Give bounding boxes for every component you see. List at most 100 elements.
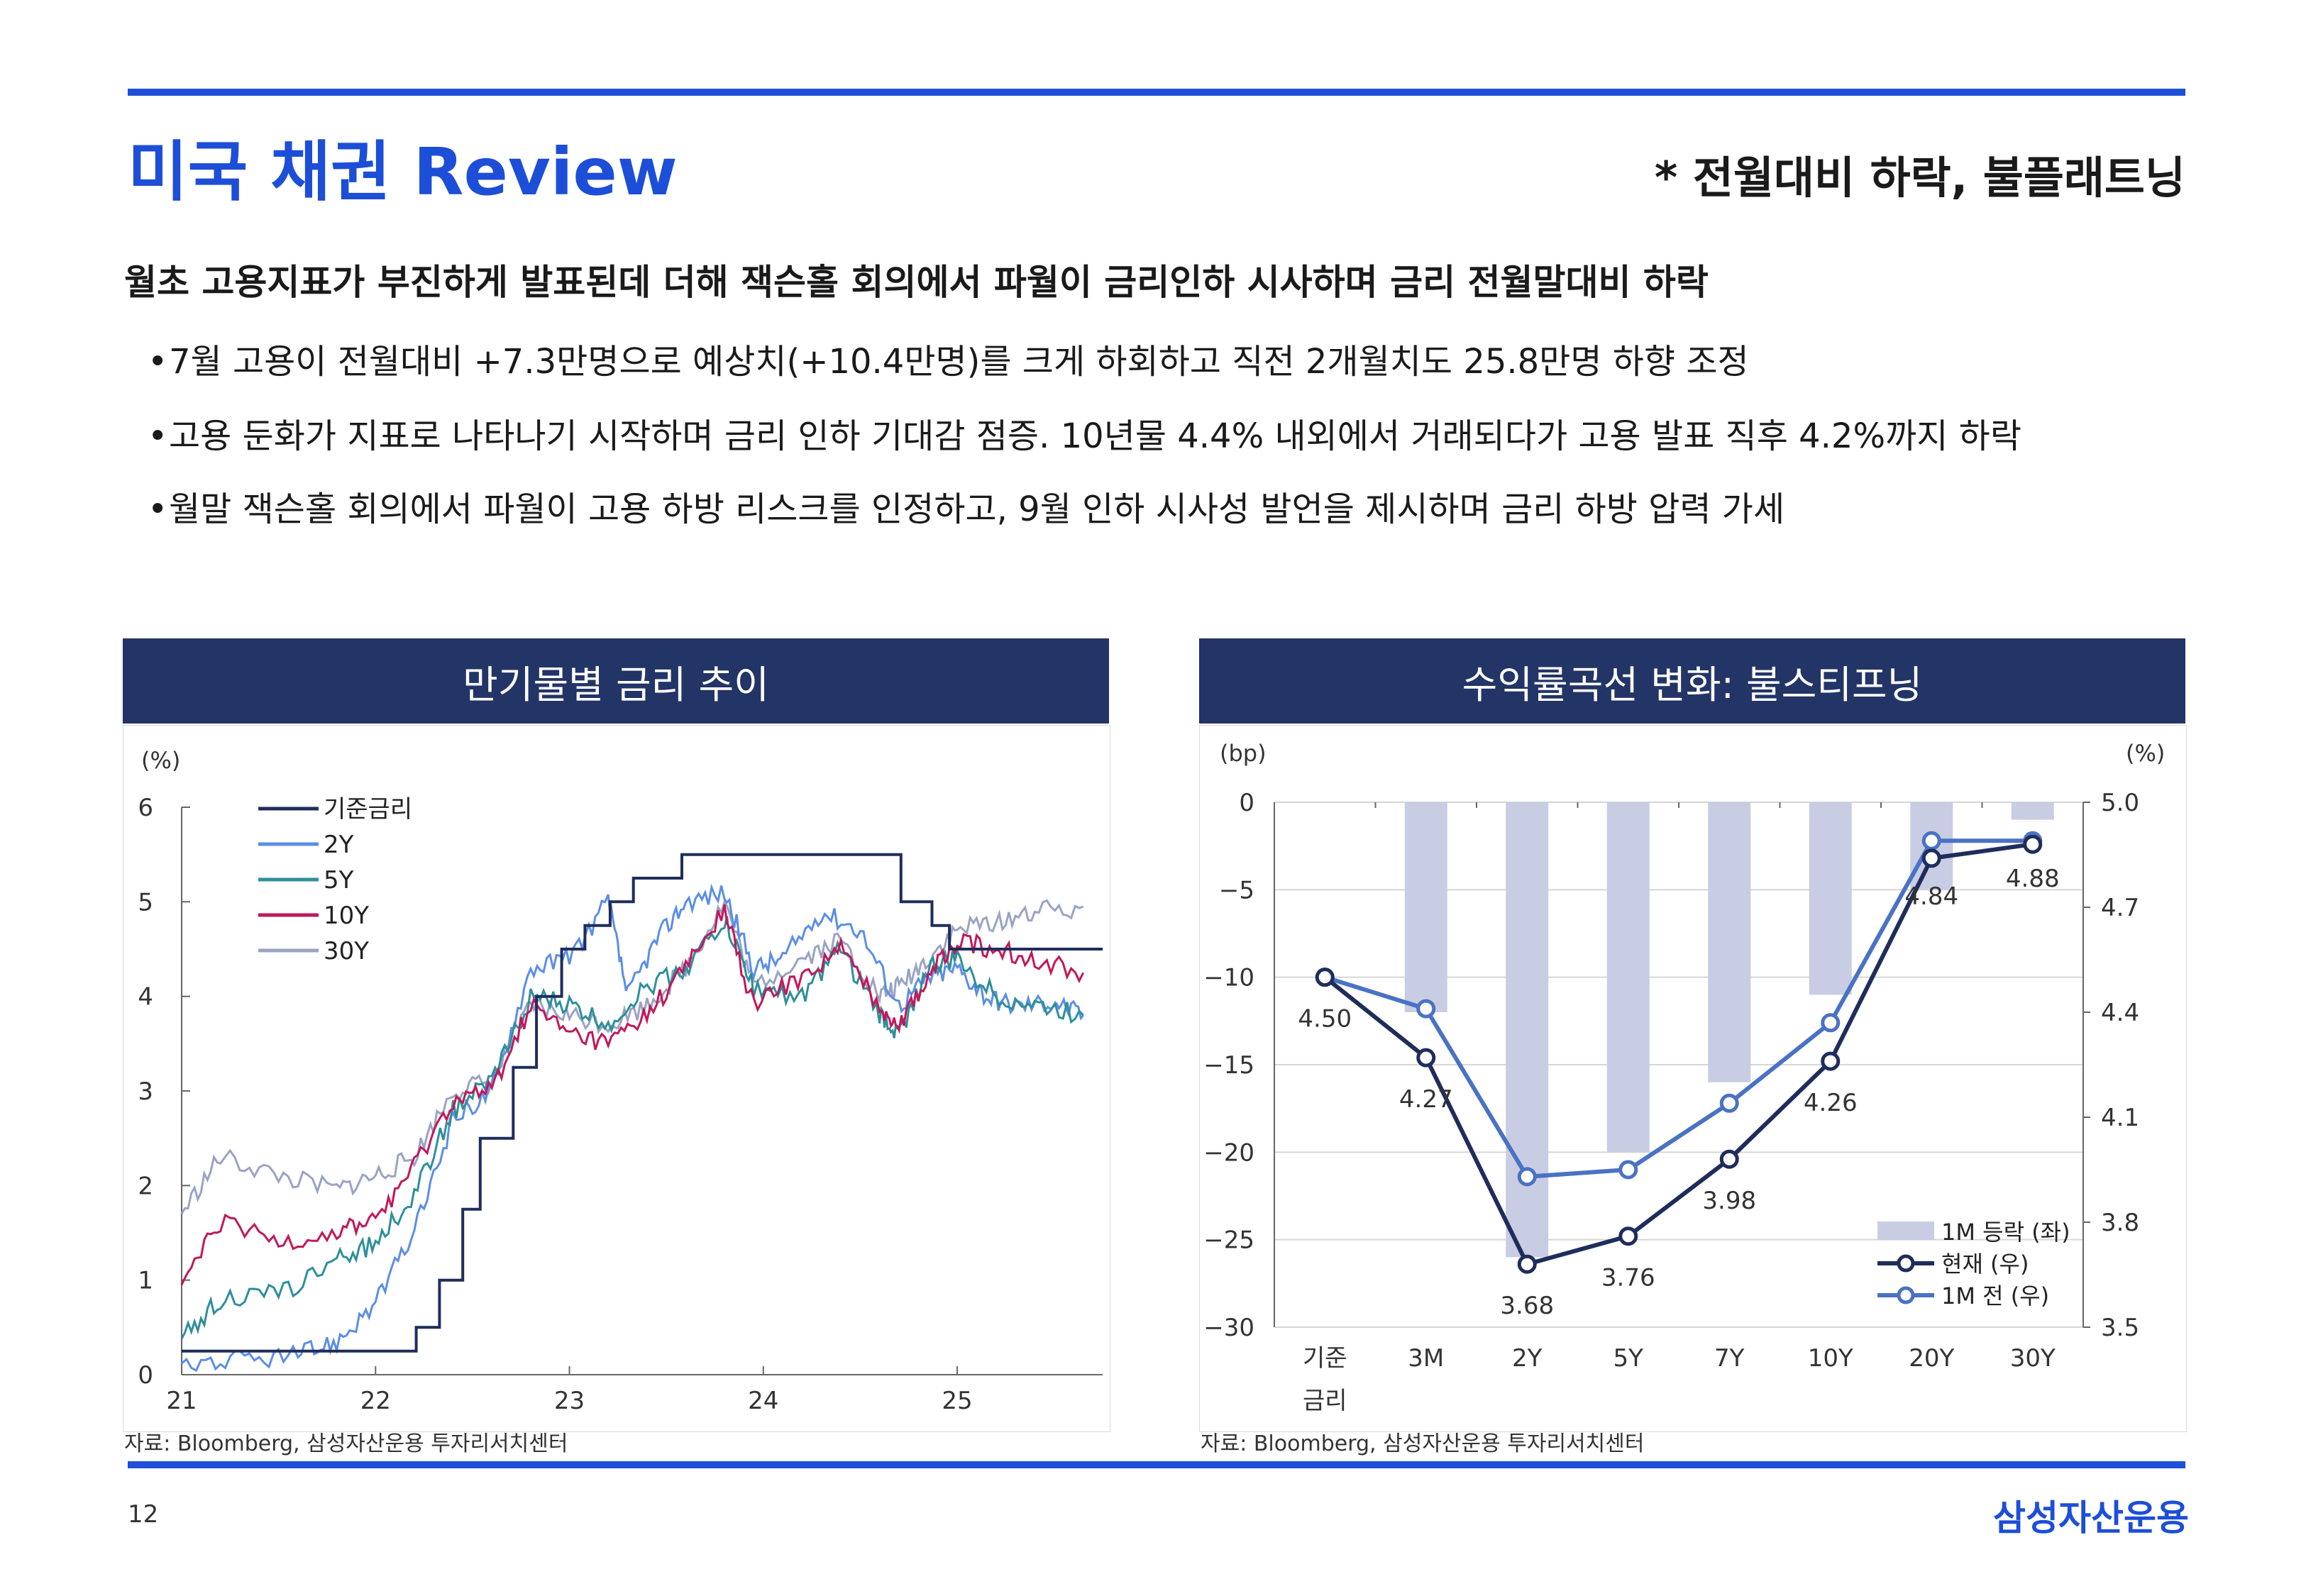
right-tick-label: 3.5 (2101, 1314, 2139, 1342)
marker-현재 (우) (1719, 1149, 1739, 1169)
legend-swatch-marker (1897, 1286, 1915, 1304)
left-tick-label: 0 (1239, 789, 1254, 817)
left-source-note: 자료: Bloomberg, 삼성자산운용 투자리서치센터 (124, 1431, 568, 1456)
bullet-item: •고용 둔화가 지표로 나타나기 시작하며 금리 인하 기대감 점증. 10년물… (148, 408, 2021, 458)
legend-label: 2Y (324, 831, 354, 859)
left-panel-header: 만기물별 금리 추이 (123, 638, 1109, 724)
bullet-marker: • (148, 342, 168, 382)
marker-1M 전 (우) (1719, 1093, 1739, 1113)
legend-swatch-bar (1877, 1221, 1934, 1240)
right-tick-label: 5.0 (2101, 789, 2139, 817)
y-tick-label: 4 (138, 983, 153, 1012)
right-tick-label: 4.4 (2101, 999, 2139, 1027)
x-tick-label: 23 (554, 1387, 585, 1415)
bullet-item: •월말 잭슨홀 회의에서 파월이 고용 하방 리스크를 인정하고, 9월 인하 … (148, 481, 1784, 531)
marker-1M 전 (우) (1517, 1167, 1537, 1187)
left-axis-unit: (bp) (1220, 740, 1267, 767)
x-category-label: 3M (1408, 1344, 1444, 1373)
series-line-기준금리 (182, 853, 1103, 1353)
data-label: 4.27 (1399, 1085, 1453, 1114)
marker-현재 (우) (1416, 1048, 1436, 1068)
x-tick-label: 24 (748, 1387, 778, 1415)
right-tick-label: 4.1 (2101, 1104, 2139, 1132)
left-chart-box: (%) 0 1 2 3 4 5 6 21 22 23 24 25 기준금리 2Y 5Y 10Y 30Y (123, 725, 1110, 1432)
brand-logo: 삼성자산운용 (1993, 1497, 2189, 1539)
x-tick-label: 21 (166, 1387, 197, 1415)
legend-label: 10Y (324, 902, 369, 930)
y-tick-label: 2 (138, 1172, 153, 1200)
left-tick-label: −15 (1203, 1051, 1254, 1080)
y-tick-label: 5 (138, 888, 153, 916)
top-rule (128, 89, 2185, 96)
x-category-label: 기준 (1303, 1344, 1347, 1373)
legend-label: 30Y (324, 937, 369, 965)
bullet-marker: • (148, 489, 168, 529)
bar-5Y (1606, 802, 1650, 1153)
headline: 월초 고용지표가 부진하게 발표된데 더해 잭슨홀 회의에서 파월이 금리인하 … (124, 262, 1709, 303)
series-line-30Y (180, 899, 1084, 1215)
left-tick-label: −30 (1203, 1314, 1254, 1342)
marker-1M 전 (우) (1921, 831, 1941, 850)
x-category-label: 7Y (1714, 1344, 1745, 1373)
page-subtitle: * 전월대비 하락, 불플래트닝 (1654, 152, 2185, 204)
left-tick-label: −5 (1219, 876, 1254, 904)
data-label: 3.68 (1500, 1292, 1554, 1320)
y-tick-label: 3 (138, 1077, 153, 1106)
legend-label: 기준금리 (324, 795, 412, 824)
data-label: 3.98 (1702, 1187, 1756, 1215)
data-label: 3.76 (1601, 1264, 1655, 1292)
y-axis-unit: (%) (141, 747, 180, 774)
series-line-현재 (우) (1323, 842, 2034, 1267)
marker-1M 전 (우) (1618, 1160, 1638, 1180)
x-tick-label: 22 (360, 1387, 391, 1415)
y-tick-label: 1 (138, 1267, 153, 1295)
data-label: 4.88 (2006, 865, 2060, 893)
legend-label: 1M 전 (우) (1941, 1282, 2049, 1309)
right-panel-header: 수익률곡선 변화: 불스티프닝 (1199, 638, 2185, 724)
left-tick-label: −10 (1203, 964, 1254, 992)
page-title: 미국 채권 Review (128, 134, 678, 210)
legend-label: 1M 등락 (좌) (1941, 1219, 2070, 1246)
bottom-rule (128, 1461, 2185, 1468)
legend-label: 5Y (324, 866, 354, 894)
bullet-text: 고용 둔화가 지표로 나타나기 시작하며 금리 인하 기대감 점증. 10년물 … (169, 416, 2021, 456)
data-label: 4.50 (1298, 1005, 1352, 1033)
left-tick-label: −20 (1203, 1138, 1254, 1167)
marker-현재 (우) (1517, 1254, 1537, 1274)
page-number: 12 (128, 1500, 159, 1529)
y-tick-label: 0 (138, 1361, 153, 1390)
marker-현재 (우) (2023, 834, 2043, 854)
y-tick-label: 6 (138, 794, 153, 822)
legend-label: 현재 (우) (1941, 1251, 2029, 1278)
yield-curve-chart: (bp) (%) 0 −5 −10 −15 −20 −25 −30 5.0 4.7 4.4 4.1 3.8… (1203, 740, 2165, 1415)
bar-2Y (1506, 802, 1549, 1258)
bar-3M (1404, 802, 1447, 1012)
marker-현재 (우) (1821, 1051, 1841, 1071)
bar-30Y (2011, 802, 2054, 820)
right-axis-unit: (%) (2126, 740, 2165, 767)
marker-현재 (우) (1921, 848, 1941, 868)
bar-7Y (1708, 802, 1751, 1082)
x-category-label: 30Y (2010, 1344, 2056, 1373)
data-label: 4.26 (1804, 1089, 1858, 1117)
x-category-label: 2Y (1512, 1344, 1543, 1373)
series-line-5Y (180, 916, 1084, 1340)
right-tick-label: 3.8 (2101, 1209, 2139, 1237)
bullet-marker: • (148, 416, 168, 456)
marker-1M 전 (우) (1416, 999, 1436, 1019)
marker-현재 (우) (1315, 968, 1335, 987)
x-tick-label: 25 (942, 1387, 972, 1415)
series-line-10Y (180, 904, 1085, 1285)
data-label: 4.84 (1904, 882, 1958, 911)
x-category-label: 10Y (1808, 1344, 1853, 1373)
x-category-label: 5Y (1613, 1344, 1644, 1373)
marker-1M 전 (우) (1821, 1013, 1841, 1033)
right-tick-label: 4.7 (2101, 894, 2139, 922)
bullet-text: 월말 잭슨홀 회의에서 파월이 고용 하방 리스크를 인정하고, 9월 인하 시… (169, 489, 1785, 529)
bullet-text: 7월 고용이 전월대비 +7.3만명으로 예상치(+10.4만명)를 크게 하회… (169, 342, 1749, 382)
right-source-note: 자료: Bloomberg, 삼성자산운용 투자리서치센터 (1201, 1431, 1645, 1456)
legend-swatch-marker (1897, 1254, 1915, 1273)
x-category-label: 금리 (1303, 1387, 1347, 1415)
right-chart-box: (bp) (%) 0 −5 −10 −15 −20 −25 −30 5.0 4.7 4.4 4.1 3.8… (1199, 725, 2187, 1432)
